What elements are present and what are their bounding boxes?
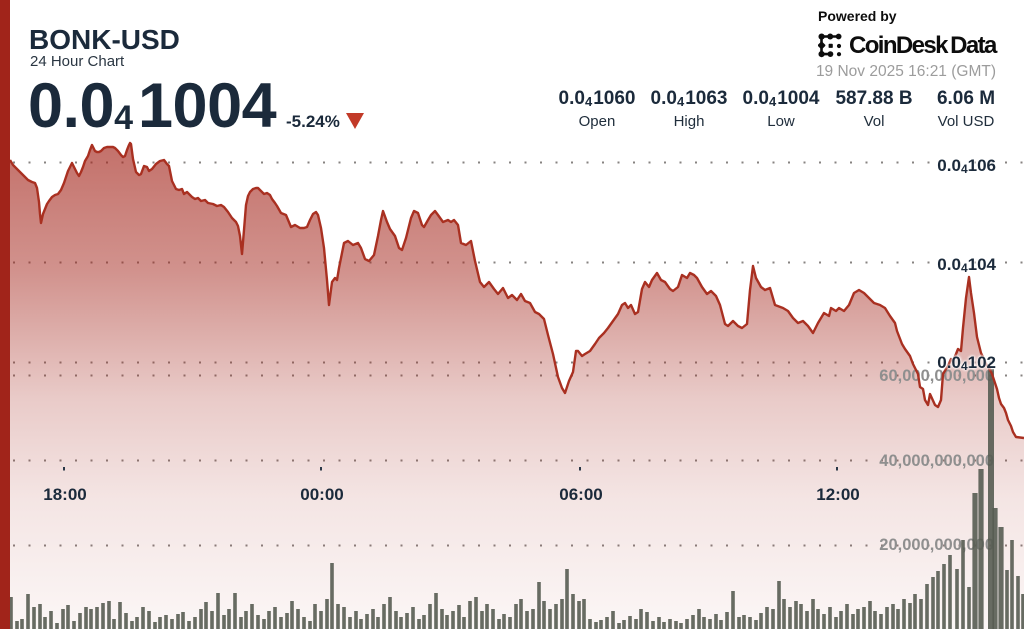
svg-text:20,000,000,000: 20,000,000,000 xyxy=(879,536,994,554)
svg-text:60,000,000,000: 60,000,000,000 xyxy=(879,367,994,385)
svg-text:40,000,000,000: 40,000,000,000 xyxy=(879,452,994,470)
